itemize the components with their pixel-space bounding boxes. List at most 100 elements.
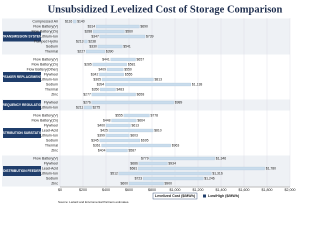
bar xyxy=(99,34,146,39)
low-label: $285 xyxy=(84,62,92,66)
x-tick-label: $0 xyxy=(58,188,62,192)
low-label: $723 xyxy=(135,176,143,180)
bar xyxy=(93,29,125,34)
high-label: $658 xyxy=(137,92,145,96)
high-label: $390 xyxy=(106,49,114,53)
low-label: $227 xyxy=(78,49,86,53)
bar xyxy=(96,24,140,29)
bar xyxy=(123,113,150,118)
x-tick-label: $1,600 xyxy=(239,188,250,192)
category-label: Lead-Acid xyxy=(42,128,58,132)
category-label: Flywheel xyxy=(44,100,58,104)
x-tick-label: $1,200 xyxy=(193,188,204,192)
bar xyxy=(101,143,171,148)
low-label: $409 xyxy=(98,67,106,71)
x-tick-label: $200 xyxy=(79,188,87,192)
high-label: $813 xyxy=(154,77,162,81)
category-label: Lithium-Ion xyxy=(40,105,58,109)
low-label: $345 xyxy=(91,138,99,142)
category-label: Thermal xyxy=(45,87,58,91)
category-label: Flow Battery(V) xyxy=(33,24,58,28)
high-label: $739 xyxy=(146,34,154,38)
high-label: $555 xyxy=(125,72,133,76)
category-label: Flywheel xyxy=(44,123,58,127)
bar xyxy=(105,123,131,128)
low-label: $116 xyxy=(65,19,72,23)
high-label: $989 xyxy=(175,100,183,104)
category-label: Sodium xyxy=(46,44,58,48)
high-label: $238 xyxy=(88,39,96,43)
bar xyxy=(149,156,215,161)
group-label: DISTRIBUTION SUBSTATION xyxy=(0,131,45,135)
bar xyxy=(143,176,204,181)
bar xyxy=(106,148,128,153)
low-label: $681 xyxy=(130,166,138,170)
category-label: Compressed Air xyxy=(32,19,58,23)
bar xyxy=(92,62,127,67)
group-label-box xyxy=(3,72,41,82)
group-band xyxy=(2,18,290,55)
high-label: $1,780 xyxy=(266,166,276,170)
category-label: Thermal xyxy=(45,143,58,147)
axis-title-box xyxy=(152,192,198,200)
high-label: $1,246 xyxy=(204,176,214,180)
x-tick-label: $400 xyxy=(102,188,110,192)
bar xyxy=(73,19,77,24)
group-label-box xyxy=(3,166,41,176)
bar xyxy=(86,49,105,54)
bar xyxy=(138,166,265,171)
bar xyxy=(110,57,136,62)
high-label: $140 xyxy=(77,19,85,23)
bar xyxy=(101,77,154,82)
category-label: Zinc xyxy=(51,148,58,152)
category-label: Lithium-Ion xyxy=(40,133,58,137)
high-label: $603 xyxy=(130,133,138,137)
category-label: Flow Battery(Zn) xyxy=(31,118,58,122)
group-label-box xyxy=(3,128,41,138)
high-label: $934 xyxy=(168,161,176,165)
bar xyxy=(105,133,130,138)
category-label: Sodium xyxy=(46,138,58,142)
group-label: PEAKER REPLACEMENT xyxy=(2,75,42,79)
bar xyxy=(128,181,164,186)
high-label: $550 xyxy=(124,67,132,71)
low-label: $350 xyxy=(92,87,100,91)
high-label: $657 xyxy=(137,57,145,61)
high-label: $810 xyxy=(154,128,162,132)
high-label: $581 xyxy=(128,62,136,66)
group-label: TRANSMISSION SYSTEM xyxy=(2,34,42,38)
category-label: Lithium-Ion xyxy=(40,34,58,38)
x-tick-label: $800 xyxy=(148,188,156,192)
low-label: $779 xyxy=(141,156,149,160)
x-tick-label: $1,000 xyxy=(170,188,181,192)
category-label: Sodium xyxy=(46,176,58,180)
low-label: $512 xyxy=(110,171,118,175)
low-label: $425 xyxy=(100,128,108,132)
high-label: $695 xyxy=(141,138,149,142)
bar xyxy=(91,100,174,105)
category-label: Pumped Hydro xyxy=(34,39,58,43)
low-label: $555 xyxy=(115,113,123,117)
low-label: $600 xyxy=(120,181,128,185)
category-label: Flow Battery(Other) xyxy=(27,67,58,71)
chart: Unsubsidized Levelized Cost of Storage C… xyxy=(0,4,296,204)
low-label: $330 xyxy=(89,44,97,48)
low-label: $361 xyxy=(93,143,101,147)
low-label: $276 xyxy=(83,100,91,104)
low-label: $347 xyxy=(91,34,99,38)
x-axis-title: Levelized Cost ($/MWh) xyxy=(155,194,196,198)
chart-title: Unsubsidized Levelized Cost of Storage C… xyxy=(48,4,283,15)
low-label: $400 xyxy=(97,123,105,127)
group-label-box xyxy=(3,100,41,110)
x-tick-label: $1,400 xyxy=(216,188,227,192)
high-label: $1,138 xyxy=(192,82,202,86)
bar xyxy=(84,105,92,110)
high-label: $541 xyxy=(123,44,131,48)
group-band xyxy=(2,99,290,111)
high-label: $613 xyxy=(131,123,139,127)
category-label: Flow Battery(Zn) xyxy=(31,62,58,66)
high-label: $275 xyxy=(93,105,101,109)
category-label: Lead-Acid xyxy=(42,166,58,170)
category-label: Flow Battery(V) xyxy=(33,156,58,160)
group-label: DISTRIBUTION FEEDER xyxy=(3,169,41,173)
